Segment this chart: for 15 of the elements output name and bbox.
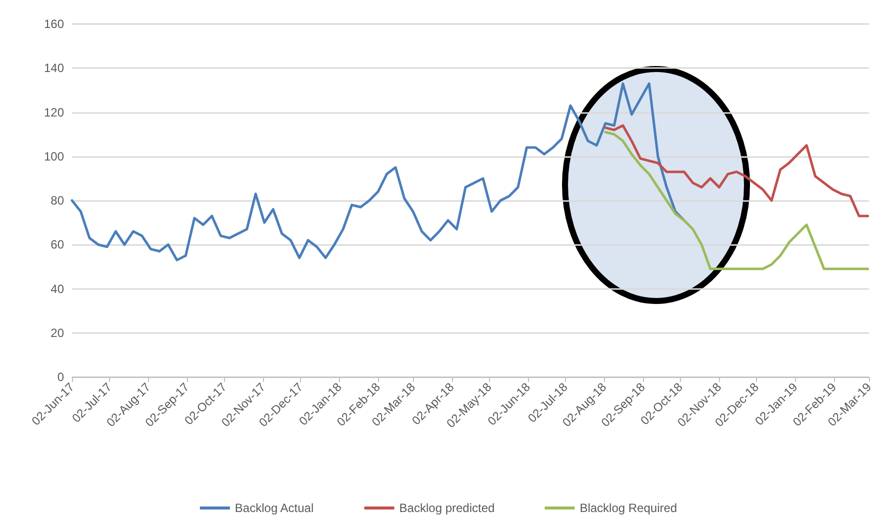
y-tick-label: 140 <box>44 61 64 76</box>
y-tick-label: 60 <box>50 238 64 252</box>
legend-label: Backlog predicted <box>399 501 495 515</box>
line-series <box>604 124 869 218</box>
y-tick-label: 80 <box>50 194 64 208</box>
y-tick-label: 120 <box>44 105 64 120</box>
y-tick-label: 40 <box>50 282 64 296</box>
y-tick-label: 0 <box>57 370 64 384</box>
line-series <box>70 82 686 262</box>
y-tick-label: 160 <box>44 17 64 31</box>
legend-label: Backlog Actual <box>234 501 314 515</box>
y-tick-label: 20 <box>50 326 64 340</box>
line-series <box>604 130 869 270</box>
y-tick-label: 100 <box>44 149 64 164</box>
legend-label: Blacklog Required <box>580 501 678 515</box>
